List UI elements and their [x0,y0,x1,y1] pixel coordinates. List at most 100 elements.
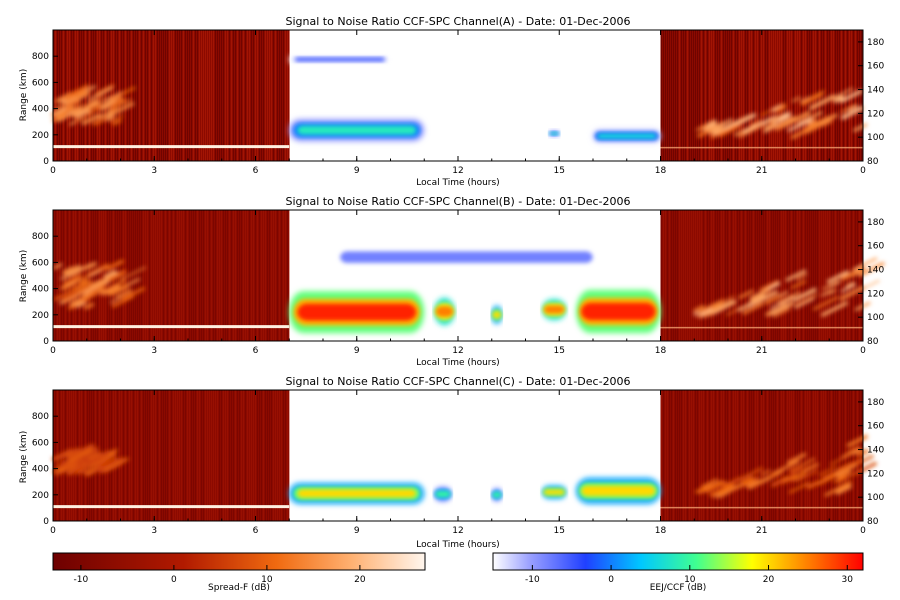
echo-core [597,133,657,139]
noise-stripe [693,210,694,341]
spread-f-streak [76,466,92,475]
spread-f-streak [835,484,852,495]
noise-stripe [715,210,716,341]
noise-stripe [99,210,100,341]
noise-stripe [241,30,242,161]
spread-f-streak [66,448,93,464]
x-tick-label: 3 [151,526,157,536]
noise-stripe [671,30,672,161]
noise-stripe [727,30,728,161]
noise-stripe [743,210,744,341]
noise-stripe [733,390,734,521]
noise-stripe [151,30,152,161]
noise-stripe [851,390,852,521]
spread-f-streak [763,122,781,133]
noise-stripe [791,30,792,161]
panel-a-ylabel: Range (km) [19,69,29,121]
noise-stripe [237,390,238,521]
noise-stripe [711,390,712,521]
noise-stripe [669,210,670,341]
noise-stripe [683,390,684,521]
noise-stripe [825,30,826,161]
spread-f-streak [75,112,93,123]
noise-stripe [287,30,288,161]
noise-stripe [211,390,212,521]
y-tick-label: 600 [32,258,49,268]
spread-f-streak [806,119,817,126]
noise-stripe [667,30,668,161]
noise-stripe [815,210,816,341]
spread-f-streak [738,289,754,300]
noise-stripe [685,390,686,521]
y-tick-label: 400 [32,465,49,475]
noise-stripe [783,30,784,161]
spread-f-streak [836,470,852,480]
noise-stripe [761,210,762,341]
night-background [660,390,863,521]
noise-stripe [789,390,790,521]
spread-f-streak [109,272,122,280]
eej-ccf-echo [289,291,425,334]
echo-core [435,491,451,498]
spread-f-streak [778,291,789,297]
noise-stripe [833,390,834,521]
noise-stripe [783,210,784,341]
noise-stripe [755,30,756,161]
spread-f-streak [782,111,811,128]
noise-stripe [715,30,716,161]
noise-stripe [725,30,726,161]
noise-stripe [777,390,778,521]
spread-f-streak [750,119,762,127]
noise-stripe [151,210,152,341]
spread-f-streak [752,115,777,128]
noise-stripe [201,30,202,161]
noise-stripe [137,30,138,161]
noise-stripe [159,390,160,521]
noise-stripe [725,210,726,341]
noise-stripe [793,390,794,521]
spread-f-streak [120,266,147,281]
spread-f-echo [693,257,885,319]
noise-stripe [823,390,824,521]
noise-stripe [815,390,816,521]
y-tick-label: 0 [43,157,49,167]
noise-stripe [263,390,264,521]
noise-stripe [55,30,56,161]
noise-stripe [667,390,668,521]
noise-stripe [689,210,690,341]
noise-stripe [233,30,234,161]
spread-f-streak [736,115,751,124]
y2-tick-label: 100 [867,313,884,323]
noise-stripe [677,30,678,161]
colorbar-eej-ccf-gradient [492,552,864,571]
noise-stripe [223,30,224,161]
spread-f-streak [770,116,780,124]
colorbar-tick-label: 10 [684,575,696,585]
noise-stripe [767,30,768,161]
colorbar-spread-f-gradient [52,552,426,571]
noise-stripe [665,30,666,161]
noise-stripe [797,30,798,161]
noise-stripe [671,390,672,521]
noise-stripe [747,210,748,341]
noise-stripe [675,210,676,341]
y2-tick-label: 180 [867,218,884,228]
echo-core [581,485,656,497]
noise-stripe [715,390,716,521]
noise-stripe [133,210,134,341]
noise-stripe [691,390,692,521]
noise-stripe [171,390,172,521]
spread-f-streak [794,293,818,307]
noise-stripe [129,30,130,161]
noise-stripe [813,210,814,341]
spread-f-streak [785,116,796,122]
noise-stripe [239,390,240,521]
noise-stripe [131,30,132,161]
y2-tick-label: 160 [867,422,884,432]
noise-stripe [135,30,136,161]
noise-stripe [287,210,288,341]
x-tick-label: 18 [655,526,667,536]
noise-stripe [147,210,148,341]
noise-stripe [175,390,176,521]
spread-f-streak [103,270,117,279]
